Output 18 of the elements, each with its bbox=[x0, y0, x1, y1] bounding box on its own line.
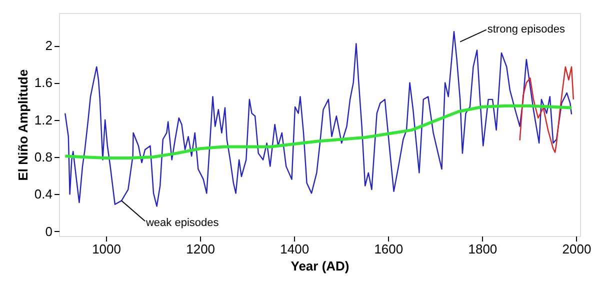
y-tick-label: 0 bbox=[45, 224, 52, 239]
x-tick-label: 1000 bbox=[92, 242, 121, 256]
annotation: weak episodes bbox=[144, 216, 220, 229]
line-series bbox=[519, 66, 574, 153]
y-tick-label: 1.6 bbox=[34, 75, 52, 90]
y-tick-label: 2 bbox=[45, 38, 52, 54]
x-axis-title: Year (AD) bbox=[290, 258, 350, 274]
y-axis-title: El Niño Amplitude bbox=[15, 69, 30, 181]
x-tick-label: 2000 bbox=[562, 242, 592, 256]
line-series bbox=[64, 104, 574, 160]
x-tick-label: 1400 bbox=[280, 242, 310, 256]
y-tick-label: 1.2 bbox=[34, 112, 52, 128]
x-tick-label: 1800 bbox=[468, 242, 498, 256]
x-tick-label: 1200 bbox=[186, 242, 216, 256]
y-tick-label: 0.8 bbox=[34, 150, 52, 165]
x-tick-label: 1600 bbox=[374, 242, 404, 256]
y-tick-label: 0.4 bbox=[34, 186, 52, 202]
annotation: strong episodes bbox=[487, 24, 566, 36]
